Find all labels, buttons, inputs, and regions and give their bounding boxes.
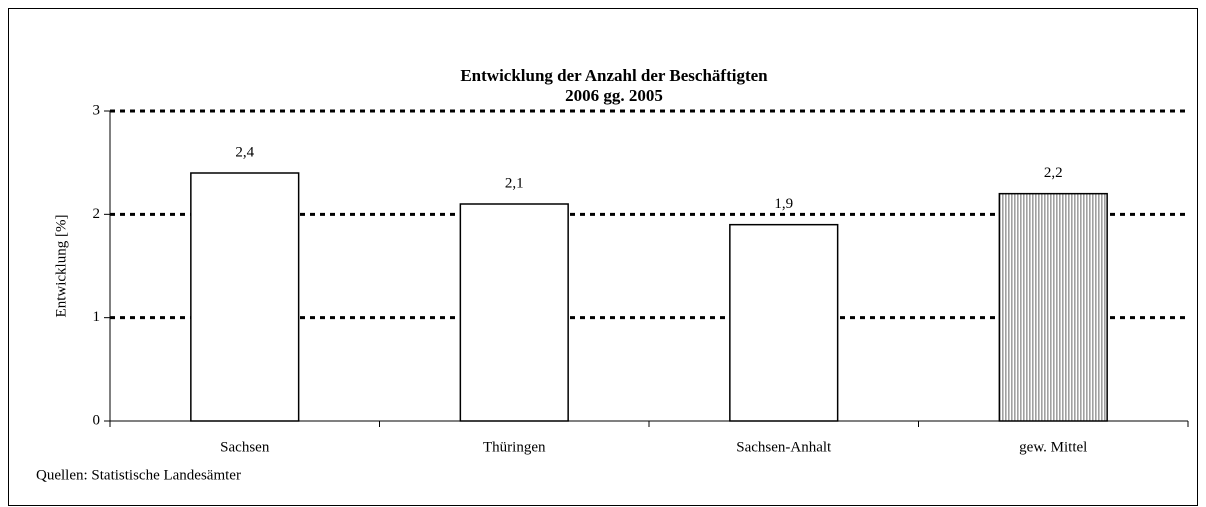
bar <box>998 192 1108 422</box>
data-label: 2,4 <box>235 144 254 160</box>
chart-title: Entwicklung der Anzahl der Beschäftigten <box>460 66 768 85</box>
y-tick-label: 2 <box>93 206 101 222</box>
x-tick-label: Sachsen-Anhalt <box>736 439 832 455</box>
x-tick-label: gew. Mittel <box>1019 439 1087 455</box>
data-label: 2,2 <box>1044 165 1063 181</box>
bar <box>459 203 569 422</box>
x-tick-label: Sachsen <box>220 439 270 455</box>
x-tick-label: Thüringen <box>483 439 546 455</box>
y-axis-label: Entwicklung [%] <box>53 215 69 318</box>
bar <box>729 223 839 422</box>
bar <box>190 172 300 422</box>
y-tick-label: 0 <box>93 412 101 428</box>
source-note: Quellen: Statistische Landesämter <box>36 467 241 483</box>
chart-subtitle: 2006 gg. 2005 <box>565 86 663 105</box>
data-label: 2,1 <box>505 175 524 191</box>
y-tick-label: 3 <box>93 102 101 118</box>
data-label: 1,9 <box>774 196 793 212</box>
y-tick-label: 1 <box>93 309 101 325</box>
